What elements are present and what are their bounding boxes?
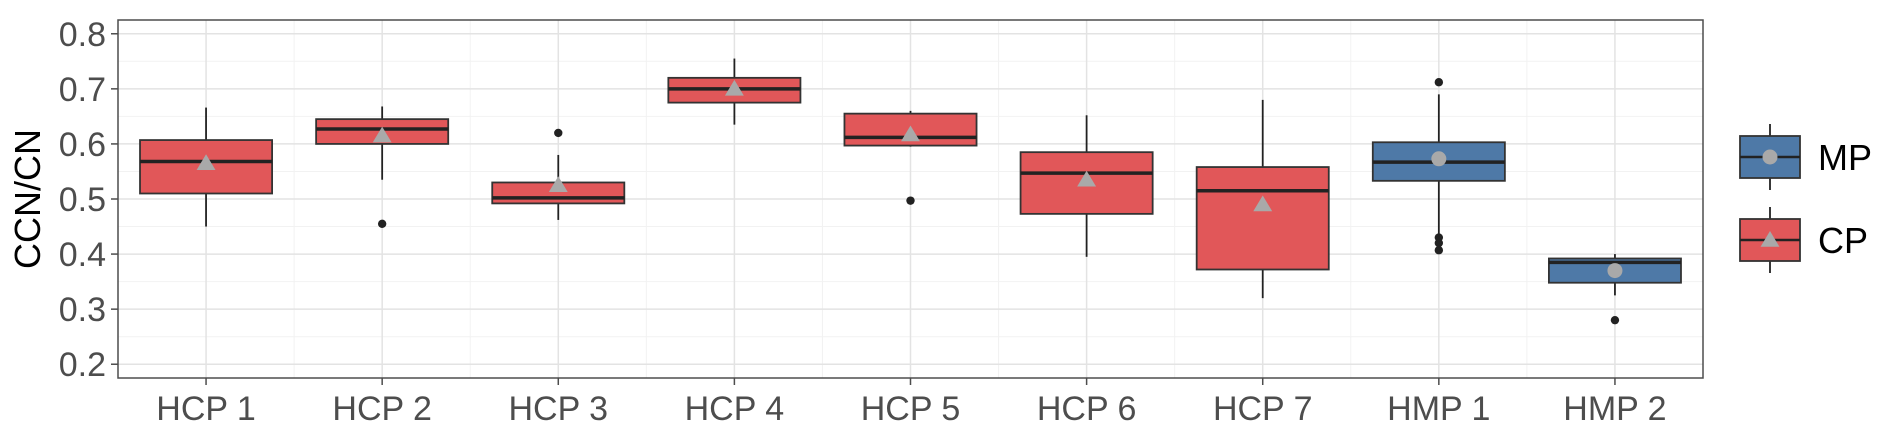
legend-key-circle-marker [1762, 149, 1778, 165]
mean-marker-triangle [1253, 195, 1273, 212]
x-tick-label: HMP 1 [1387, 390, 1490, 428]
mean-marker-triangle [372, 126, 392, 143]
y-tick-label: 0.5 [59, 181, 106, 219]
x-tick-label: HCP 1 [156, 390, 256, 428]
outlier-point [554, 128, 563, 138]
legend-label: CP [1818, 220, 1868, 261]
box-hcp-1 [139, 107, 273, 227]
outlier-point [377, 219, 387, 228]
x-tick-label: HCP 2 [332, 390, 432, 428]
box-hcp-4 [667, 58, 802, 125]
y-axis: 0.2 0.3 0.4 0.5 0.6 0.7 0.8 [59, 16, 118, 384]
x-tick-label: HCP 4 [685, 390, 785, 428]
mean-marker-triangle [724, 79, 744, 96]
legend-item-mp: MP [1739, 124, 1872, 190]
x-tick-label: HMP 2 [1563, 390, 1666, 428]
outlier-point [906, 196, 915, 205]
mean-marker-triangle [1077, 170, 1097, 187]
box-hcp-5 [843, 110, 978, 205]
y-tick-label: 0.3 [59, 291, 106, 329]
legend: MP CP [1739, 124, 1872, 273]
x-tick-label: HCP 3 [509, 390, 609, 428]
mean-marker-circle [1607, 263, 1623, 279]
x-tick-label: HCP 6 [1037, 390, 1137, 428]
legend-label: MP [1818, 137, 1872, 178]
x-tick-label: HCP 7 [1213, 390, 1313, 428]
mean-marker-triangle [548, 176, 568, 192]
outlier-point [1434, 246, 1444, 255]
y-tick-label: 0.8 [59, 16, 106, 54]
box-hcp-3 [491, 128, 626, 220]
y-axis-title: CCN/CN [7, 129, 48, 269]
y-tick-label: 0.2 [59, 346, 106, 384]
box-hcp-6 [1019, 115, 1154, 257]
box-hcp-7 [1195, 99, 1330, 299]
mean-marker-triangle [196, 154, 216, 170]
legend-item-cp: CP [1739, 207, 1868, 273]
x-tick-label: HCP 5 [861, 390, 961, 428]
y-tick-label: 0.6 [59, 126, 106, 164]
box-hmp-2 [1548, 254, 1682, 325]
outlier-point [1610, 315, 1620, 325]
y-tick-label: 0.4 [59, 236, 106, 274]
legend-key-triangle-marker [1760, 231, 1780, 247]
outlier-point [1434, 78, 1444, 87]
outlier-point [1434, 238, 1444, 248]
box-body [1195, 166, 1330, 271]
mean-marker-circle [1431, 151, 1447, 167]
box-series [139, 58, 1682, 325]
mean-marker-triangle [901, 125, 920, 142]
x-axis: HCP 1 HCP 2 HCP 3 HCP 4 HCP 5 HCP 6 HCP 7 HMP 1… [156, 378, 1667, 428]
y-tick-label: 0.7 [59, 71, 106, 109]
box-hmp-1 [1371, 78, 1506, 255]
box-hcp-2 [315, 106, 450, 228]
